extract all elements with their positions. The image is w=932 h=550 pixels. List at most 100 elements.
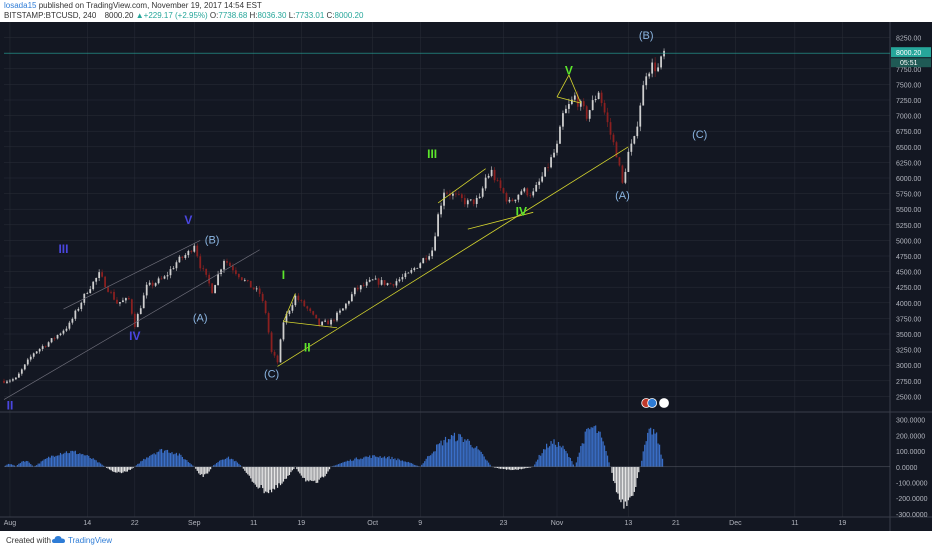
- candle-body: [511, 199, 514, 202]
- candle-body: [475, 197, 478, 204]
- histogram-bar: [540, 455, 542, 467]
- candle-body: [255, 288, 258, 290]
- high-value: 8036.30: [257, 11, 287, 20]
- candle-body: [56, 334, 59, 339]
- histogram-bar: [105, 466, 108, 468]
- histogram-bar: [67, 453, 69, 467]
- histogram-bar: [611, 466, 613, 473]
- histogram-bar: [68, 453, 71, 467]
- histogram-bar: [64, 452, 66, 467]
- candle-body: [98, 272, 101, 279]
- trendline-yellow: [556, 74, 570, 98]
- x-tick-label: Sep: [188, 520, 201, 527]
- histogram-bar: [189, 463, 191, 467]
- candle-body: [496, 180, 499, 182]
- y-tick-label: 8250.00: [896, 36, 921, 43]
- trendline-yellow: [437, 168, 486, 204]
- histogram-bar: [554, 444, 557, 467]
- histogram-bar: [175, 452, 178, 467]
- candle-body: [220, 269, 222, 275]
- x-tick-label: 23: [500, 520, 508, 527]
- histogram-bar: [650, 427, 652, 467]
- x-tick-label: Aug: [4, 520, 17, 527]
- histogram-bar: [230, 458, 233, 467]
- candle-body: [621, 165, 624, 183]
- candle-body: [383, 280, 386, 285]
- histogram-bar: [606, 455, 609, 467]
- x-tick-label: 19: [297, 520, 305, 527]
- histogram-bar: [614, 466, 616, 484]
- histogram-bar: [525, 466, 527, 469]
- histogram-bar: [507, 466, 509, 470]
- histogram-bar: [296, 466, 298, 470]
- histogram-bar: [464, 439, 466, 467]
- candle-body: [136, 314, 139, 328]
- histogram-bar: [519, 466, 521, 469]
- histogram-bar: [107, 466, 109, 469]
- histogram-bar: [528, 466, 530, 468]
- candle-body: [612, 134, 615, 143]
- histogram-bar: [535, 461, 537, 467]
- hist-y-tick-label: -300.0000: [896, 512, 928, 519]
- histogram-bar: [123, 466, 126, 472]
- candle-body: [107, 287, 109, 292]
- candle-body: [154, 283, 157, 286]
- histogram-bar: [578, 452, 580, 467]
- candle-body: [160, 278, 163, 280]
- histogram-bar: [40, 461, 42, 467]
- wave-label: III: [427, 147, 437, 161]
- histogram-bar: [629, 466, 631, 498]
- histogram-bar: [168, 452, 170, 467]
- tradingview-brand[interactable]: TradingView: [68, 536, 113, 545]
- candle-body: [35, 351, 38, 354]
- histogram-bar: [49, 457, 51, 467]
- publish-info: published on TradingView.com, November 1…: [36, 1, 262, 10]
- chart-header: losada15 published on TradingView.com, N…: [0, 0, 932, 22]
- candle-body: [624, 171, 627, 183]
- publisher-line: losada15 published on TradingView.com, N…: [4, 1, 262, 10]
- candle-body: [166, 275, 169, 277]
- histogram-bar: [276, 466, 279, 488]
- histogram-bar: [493, 466, 496, 468]
- candle-body: [44, 346, 47, 347]
- histogram-bar: [559, 445, 561, 467]
- histogram-bar: [421, 464, 423, 467]
- histogram-bar: [141, 460, 143, 467]
- histogram-bar: [346, 460, 348, 467]
- histogram-bar: [183, 459, 185, 467]
- histogram-bar: [479, 450, 481, 467]
- wave-label: (C): [264, 369, 279, 381]
- histogram-bar: [147, 457, 149, 467]
- histogram-bar: [25, 460, 27, 467]
- histogram-bar: [461, 436, 463, 467]
- histogram-bar: [458, 433, 460, 467]
- publisher-user[interactable]: losada15: [4, 1, 37, 10]
- histogram-bar: [522, 466, 524, 469]
- histogram-bar: [208, 466, 210, 472]
- histogram-bar: [430, 455, 432, 467]
- high-label: H:: [249, 11, 258, 20]
- histogram-bar: [543, 449, 545, 467]
- x-tick-label: 22: [131, 520, 139, 527]
- histogram-bar: [245, 466, 247, 473]
- histogram-bar: [514, 466, 516, 470]
- candle-body: [401, 277, 404, 280]
- candle-body: [565, 108, 567, 114]
- chart-area[interactable]: 8250.008000.007750.007500.007250.007000.…: [0, 22, 932, 531]
- histogram-bar: [537, 459, 539, 467]
- histogram-bar: [177, 455, 179, 467]
- candle-body: [585, 106, 588, 119]
- histogram-bar: [349, 459, 351, 467]
- histogram-bar: [302, 466, 304, 478]
- candle-body: [270, 332, 273, 352]
- histogram-bar: [577, 456, 579, 467]
- histogram-bar: [113, 466, 115, 472]
- candle-body: [627, 151, 630, 172]
- histogram-bar: [599, 431, 601, 467]
- histogram-bar: [160, 448, 163, 467]
- histogram-bar: [37, 463, 39, 467]
- histogram-bar: [551, 443, 554, 467]
- histogram-bar: [97, 462, 99, 467]
- histogram-bar: [190, 464, 192, 467]
- candle-body: [380, 280, 383, 285]
